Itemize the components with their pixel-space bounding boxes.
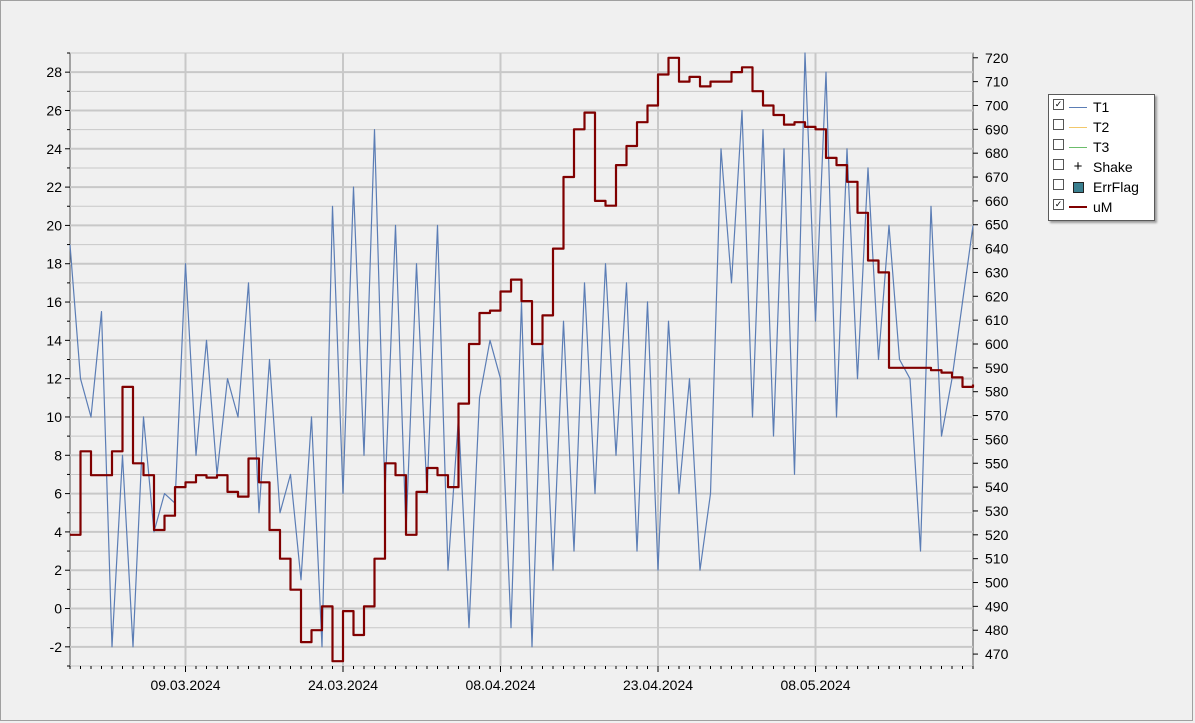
y-right-tick-label: 570 [985,408,1009,424]
axes: -202468101214161820222426284704804905005… [46,50,1008,693]
y-right-tick-label: 700 [985,97,1009,113]
legend-label-um: uM [1093,199,1113,215]
y-right-tick-label: 490 [985,598,1009,614]
legend-item-t2[interactable]: T2 [1053,117,1153,137]
y-left-tick-label: 26 [46,102,62,118]
legend: ✓ T1 T2 T3 + Shake ErrFlag ✓ uM [1048,94,1155,221]
y-right-tick-label: 690 [985,121,1009,137]
x-tick-label: 09.03.2024 [150,677,220,693]
y-right-tick-label: 630 [985,264,1009,280]
line-icon [1067,200,1089,214]
y-right-tick-label: 470 [985,646,1009,662]
y-right-tick-label: 480 [985,622,1009,638]
y-right-tick-label: 600 [985,336,1009,352]
legend-checkbox-shake[interactable] [1053,158,1064,170]
series-layer [69,52,975,663]
y-right-tick-label: 560 [985,431,1009,447]
y-left-tick-label: 0 [54,601,62,617]
line-icon [1067,100,1089,114]
y-right-tick-label: 550 [985,455,1009,471]
y-left-tick-label: 4 [54,524,62,540]
plus-icon: + [1073,158,1083,175]
legend-label-t3: T3 [1093,139,1110,155]
y-right-tick-label: 720 [985,50,1009,66]
y-right-tick-label: 510 [985,551,1009,567]
y-right-tick-label: 620 [985,288,1009,304]
x-tick-label: 23.04.2024 [623,677,693,693]
y-right-tick-label: 610 [985,312,1009,328]
legend-item-errflag[interactable]: ErrFlag [1053,177,1153,197]
y-left-tick-label: 6 [54,486,62,502]
legend-item-um[interactable]: ✓ uM [1053,197,1153,217]
y-right-tick-label: 590 [985,360,1009,376]
line-icon [1067,120,1089,134]
series-um-line [70,56,975,663]
legend-checkbox-um[interactable]: ✓ [1053,198,1064,210]
y-right-tick-label: 660 [985,193,1009,209]
legend-checkbox-t3[interactable] [1053,138,1064,150]
y-left-tick-label: 18 [46,256,62,272]
y-left-tick-label: 2 [54,562,62,578]
legend-label-t2: T2 [1093,119,1110,135]
legend-checkbox-t1[interactable]: ✓ [1053,98,1064,110]
y-left-tick-label: 28 [46,64,62,80]
y-right-tick-label: 650 [985,217,1009,233]
y-left-tick-label: 22 [46,179,62,195]
legend-item-t3[interactable]: T3 [1053,137,1153,157]
legend-label-shake: Shake [1093,159,1133,175]
y-left-tick-label: 10 [46,409,62,425]
legend-item-shake[interactable]: + Shake [1053,157,1153,177]
y-right-tick-label: 540 [985,479,1009,495]
legend-label-errflag: ErrFlag [1093,179,1139,195]
legend-checkbox-errflag[interactable] [1053,178,1064,190]
y-right-tick-label: 670 [985,169,1009,185]
y-left-tick-label: 20 [46,217,62,233]
y-left-tick-label: 12 [46,371,62,387]
y-left-tick-label: 14 [46,332,62,348]
y-right-tick-label: 680 [985,145,1009,161]
y-left-tick-label: 16 [46,294,62,310]
y-right-tick-label: 520 [985,527,1009,543]
line-icon [1067,140,1089,154]
x-tick-label: 08.05.2024 [780,677,850,693]
grid-lines [70,52,973,667]
y-right-tick-label: 500 [985,575,1009,591]
y-right-tick-label: 580 [985,384,1009,400]
legend-label-t1: T1 [1093,99,1110,115]
legend-checkbox-t2[interactable] [1053,118,1064,130]
square-icon [1067,180,1089,194]
x-tick-label: 24.03.2024 [308,677,378,693]
y-right-tick-label: 710 [985,74,1009,90]
y-right-tick-label: 640 [985,241,1009,257]
y-left-tick-label: 24 [46,141,62,157]
x-tick-label: 08.04.2024 [465,677,535,693]
y-right-tick-label: 530 [985,503,1009,519]
legend-item-t1[interactable]: ✓ T1 [1053,97,1153,117]
y-left-tick-label: -2 [50,639,63,655]
y-left-tick-label: 8 [54,447,62,463]
